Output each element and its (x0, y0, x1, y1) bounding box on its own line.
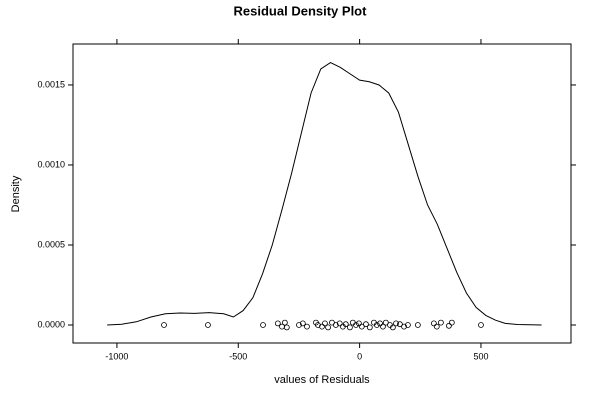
y-tick-label: 0.0010 (37, 159, 65, 169)
residual-point (281, 319, 288, 326)
x-axis-title: values of Residuals (274, 374, 370, 386)
residual-point (283, 324, 290, 331)
residual-point (205, 322, 211, 328)
chart-title: Residual Density Plot (234, 3, 368, 18)
residual-point (380, 323, 386, 330)
residual-point (405, 322, 411, 328)
residual-point (161, 322, 167, 328)
residual-point (355, 320, 362, 327)
y-tick-label: 0.0015 (37, 79, 65, 89)
residual-point (296, 322, 302, 328)
residual-point (274, 320, 281, 327)
residual-point (363, 321, 369, 328)
residual-point (446, 322, 452, 329)
residual-point (336, 320, 343, 327)
residual-point (366, 324, 373, 331)
residual-point (322, 320, 328, 327)
residual-point (260, 322, 266, 328)
plot-frame (72, 43, 572, 344)
residual-point (377, 320, 383, 327)
residual-point (433, 323, 440, 330)
y-axis-title: Density (10, 175, 22, 212)
residual-point (299, 320, 306, 327)
density-line (107, 61, 542, 326)
residual-point (438, 319, 444, 326)
residual-point (373, 322, 380, 328)
residual-point (401, 323, 407, 330)
y-tick-label: 0.0005 (37, 239, 65, 249)
x-tick-label: -1000 (105, 351, 128, 361)
residual-point (393, 320, 399, 327)
residual-point (448, 319, 455, 326)
residual-point (478, 322, 484, 328)
residual-point (332, 322, 339, 328)
residual-point (430, 320, 437, 327)
residual-point (304, 323, 310, 330)
residual-point (414, 322, 421, 328)
residual-point (353, 322, 359, 328)
residual-point (342, 321, 349, 328)
residual-point (347, 324, 353, 331)
residual-point (389, 324, 396, 331)
residual-point (319, 323, 325, 330)
x-tick-label: -500 (229, 351, 247, 361)
x-tick-label: 500 (473, 351, 488, 361)
x-tick-label: 0 (357, 351, 362, 361)
residual-point (325, 324, 331, 331)
y-tick-label: 0.0000 (37, 319, 65, 329)
